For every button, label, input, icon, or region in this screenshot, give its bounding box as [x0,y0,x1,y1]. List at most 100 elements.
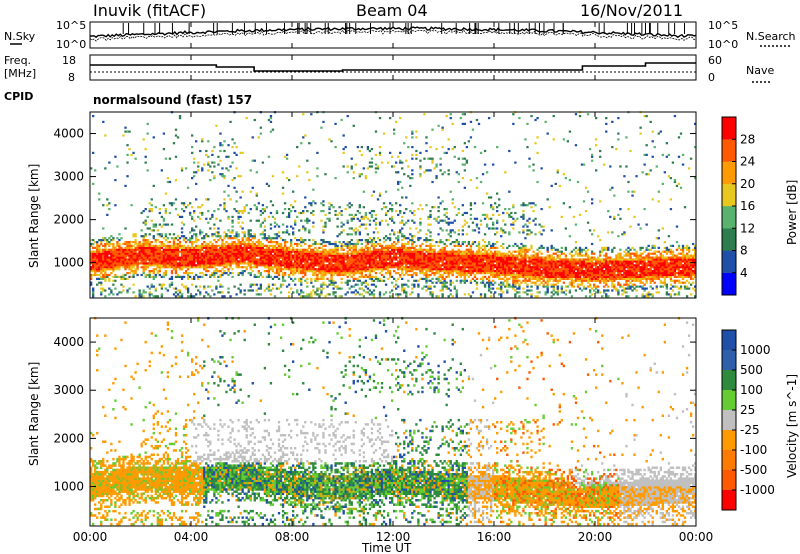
data-cell [249,256,252,259]
data-cell [229,258,232,261]
data-cell [364,250,368,253]
data-cell [158,252,161,255]
data-cell [289,262,293,265]
data-cell [330,260,333,263]
data-cell [439,202,442,205]
data-cell [174,287,178,290]
data-cell [273,237,277,240]
data-cell [475,268,479,271]
data-cell [405,242,408,246]
data-cell [457,229,460,232]
data-cell [312,270,315,273]
data-cell [469,260,473,263]
data-cell [427,258,430,261]
data-cell [322,210,325,213]
data-cell [328,262,331,265]
data-cell [415,227,418,230]
data-cell [439,266,442,269]
data-cell [294,250,297,253]
data-cell [393,264,396,267]
data-cell [328,211,331,215]
data-cell [362,254,366,257]
data-cell [378,252,382,255]
data-cell [374,153,378,156]
data-cell [104,295,107,298]
data-cell [354,260,357,263]
data-cell [407,268,410,271]
data-cell [364,252,368,255]
data-cell [459,260,462,263]
data-cell [403,283,406,286]
data-cell [342,229,345,232]
data-cell [174,268,178,271]
data-cell [326,266,329,269]
data-cell [306,248,309,251]
data-cell [487,283,491,286]
data-cell [152,244,155,247]
data-cell [340,221,343,224]
data-cell [259,233,262,236]
data-cell [401,161,404,164]
data-cell [489,250,493,253]
data-cell [269,275,273,278]
data-cell [489,283,493,286]
data-cell [479,223,483,226]
data-cell [283,264,287,267]
data-cell [334,264,337,267]
data-cell [263,266,267,269]
data-cell [144,161,147,164]
data-cell [164,239,168,242]
data-cell [219,285,222,288]
data-cell [259,262,262,265]
data-cell [225,233,228,236]
data-cell [213,260,216,263]
data-cell [118,260,121,263]
data-cell [172,268,176,271]
data-cell [475,217,479,220]
data-cell [376,260,380,263]
data-cell [342,262,345,265]
data-cell [473,229,477,232]
data-cell [203,235,206,238]
data-cell [465,161,469,164]
data-cell [455,275,458,278]
data-cell [401,196,404,199]
data-cell [134,241,137,244]
data-cell [180,283,184,286]
data-cell [160,242,164,246]
data-cell [354,248,357,251]
data-cell [364,258,368,261]
data-cell [197,266,200,269]
data-cell [362,217,366,220]
data-cell [326,277,329,280]
data-cell [136,260,139,263]
data-cell [259,225,262,228]
data-cell [296,258,299,261]
data-cell [235,246,238,249]
data-cell [261,264,265,267]
data-cell [199,248,202,251]
data-cell [352,242,355,246]
data-cell [233,244,236,247]
data-cell [257,287,260,290]
data-cell [273,244,277,247]
data-cell [162,248,166,251]
data-cell [156,233,159,236]
data-cell [487,272,491,275]
data-cell [469,248,473,251]
data-cell [443,281,446,284]
data-cell [304,268,307,271]
data-cell [399,246,402,249]
data-cell [485,244,489,247]
data-cell [300,244,303,247]
data-cell [342,270,345,273]
data-cell [346,279,349,282]
data-cell [388,291,392,294]
data-cell [191,244,194,247]
data-cell [229,262,232,265]
data-cell [296,146,299,149]
data-cell [245,237,248,240]
data-cell [152,229,155,232]
data-cell [229,244,232,247]
